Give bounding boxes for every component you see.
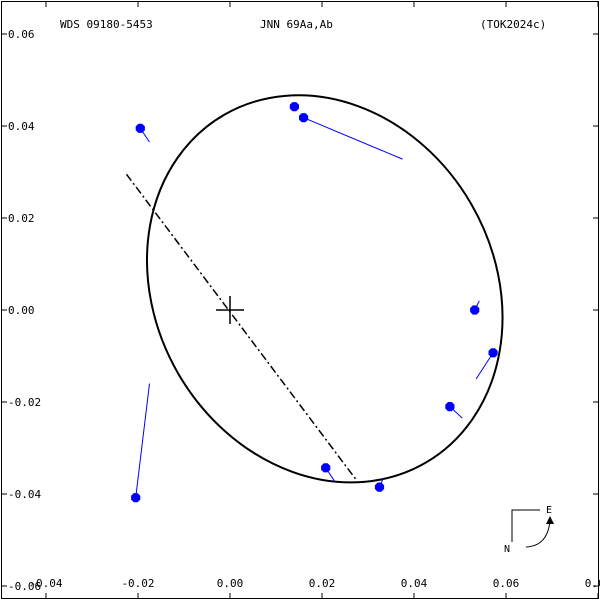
- x-axis-ticks: -0.04 -0.02 0.00 0.02 0.04 0.06 0.08: [29, 1, 600, 599]
- observation-point: [470, 305, 480, 315]
- y-tick-label: -0.02: [8, 396, 41, 409]
- observation-point: [299, 113, 309, 123]
- residual-line: [303, 117, 403, 160]
- y-tick-label: 0.04: [8, 120, 35, 133]
- observation-points: [131, 102, 498, 503]
- observation-point: [131, 493, 141, 503]
- header-right: (TOK2024c): [480, 18, 546, 31]
- y-tick-label: -0.06: [8, 580, 41, 593]
- x-tick-label: 0.00: [217, 577, 244, 590]
- y-tick-label: 0.00: [8, 304, 35, 317]
- compass: E N: [504, 505, 554, 555]
- x-tick-label: -0.02: [121, 577, 154, 590]
- observation-point: [445, 402, 455, 412]
- observation-point: [289, 102, 299, 112]
- y-tick-label: 0.02: [8, 212, 35, 225]
- x-tick-label: 0.06: [493, 577, 520, 590]
- primary-star-marker: [216, 296, 244, 324]
- y-tick-label: 0.06: [8, 28, 35, 41]
- compass-axes: [511, 509, 540, 542]
- x-tick-label: 0.08: [585, 577, 600, 590]
- x-tick-label: 0.04: [401, 577, 428, 590]
- orbit-ellipse: [146, 94, 504, 484]
- observation-point: [135, 123, 145, 133]
- residual-line: [135, 383, 150, 498]
- x-tick-label: -0.04: [29, 577, 62, 590]
- compass-arrowhead: [546, 516, 554, 524]
- header-center: JNN 69Aa,Ab: [260, 18, 333, 31]
- observation-point: [488, 348, 498, 358]
- compass-east-label: E: [546, 505, 552, 516]
- header-left: WDS 09180-5453: [60, 18, 153, 31]
- observation-point: [374, 482, 385, 492]
- y-axis-ticks: 0.060.040.020.00-0.02-0.04-0.06: [1, 28, 599, 593]
- y-tick-label: -0.04: [8, 488, 41, 501]
- compass-north-label: N: [504, 544, 510, 555]
- residual-line: [475, 352, 494, 380]
- compass-arrow: [525, 519, 551, 548]
- observation-point: [321, 463, 331, 473]
- x-tick-label: 0.02: [309, 577, 336, 590]
